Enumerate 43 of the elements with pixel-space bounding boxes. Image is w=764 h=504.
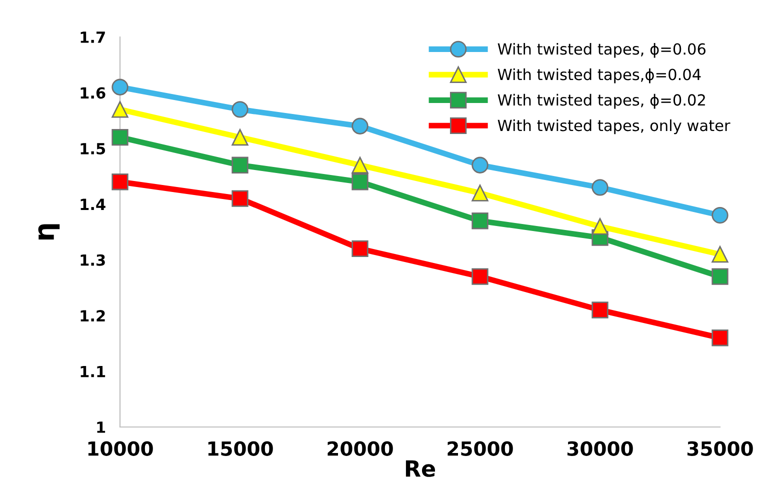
- x-tick-label: 30000: [567, 441, 633, 456]
- point: [352, 240, 368, 258]
- legend-label: With twisted tapes, ϕ=0.06: [498, 42, 706, 58]
- point: [712, 268, 728, 285]
- x-tick-label: 10000: [88, 441, 153, 456]
- point: [112, 78, 128, 96]
- x-tick-label: 20000: [328, 441, 393, 456]
- point: [592, 218, 608, 235]
- y-tick-label: 1.2: [80, 310, 105, 322]
- point: [112, 174, 128, 190]
- point: [472, 268, 488, 285]
- point: [472, 156, 488, 174]
- point: [352, 118, 368, 134]
- point: [112, 128, 128, 146]
- x-axis-title: Re: [406, 460, 436, 477]
- point: [232, 156, 248, 174]
- point: [232, 190, 248, 207]
- point: [472, 212, 488, 230]
- point: [712, 330, 728, 346]
- y-tick-label: 1.3: [80, 254, 105, 266]
- point: [592, 179, 608, 196]
- point: [712, 246, 728, 263]
- y-tick-label: 1.6: [80, 87, 106, 99]
- y-axis-title: η: [38, 224, 60, 240]
- y-tick-label: 1.5: [80, 143, 106, 154]
- legend-label: With twisted tapes, ϕ=0.02: [498, 94, 705, 109]
- point: [472, 184, 488, 202]
- point: [352, 156, 368, 174]
- x-tick-label: 25000: [448, 441, 513, 456]
- x-tick-label: 35000: [687, 441, 753, 456]
- point: [232, 128, 248, 146]
- y-tick-label: 1.1: [80, 366, 106, 378]
- legend-label: With twisted tapes, only water: [498, 119, 730, 134]
- y-tick-label: 1.4: [80, 198, 106, 210]
- y-tick-label: 1.7: [80, 32, 105, 43]
- x-tick-label: 15000: [208, 441, 273, 456]
- point: [112, 101, 128, 118]
- point: [352, 174, 368, 190]
- point: [232, 101, 248, 118]
- y-tick-label: 1: [97, 422, 106, 433]
- point: [712, 206, 728, 224]
- point: [592, 302, 608, 318]
- legend-label: With twisted tapes,ϕ=0.04: [498, 68, 701, 84]
